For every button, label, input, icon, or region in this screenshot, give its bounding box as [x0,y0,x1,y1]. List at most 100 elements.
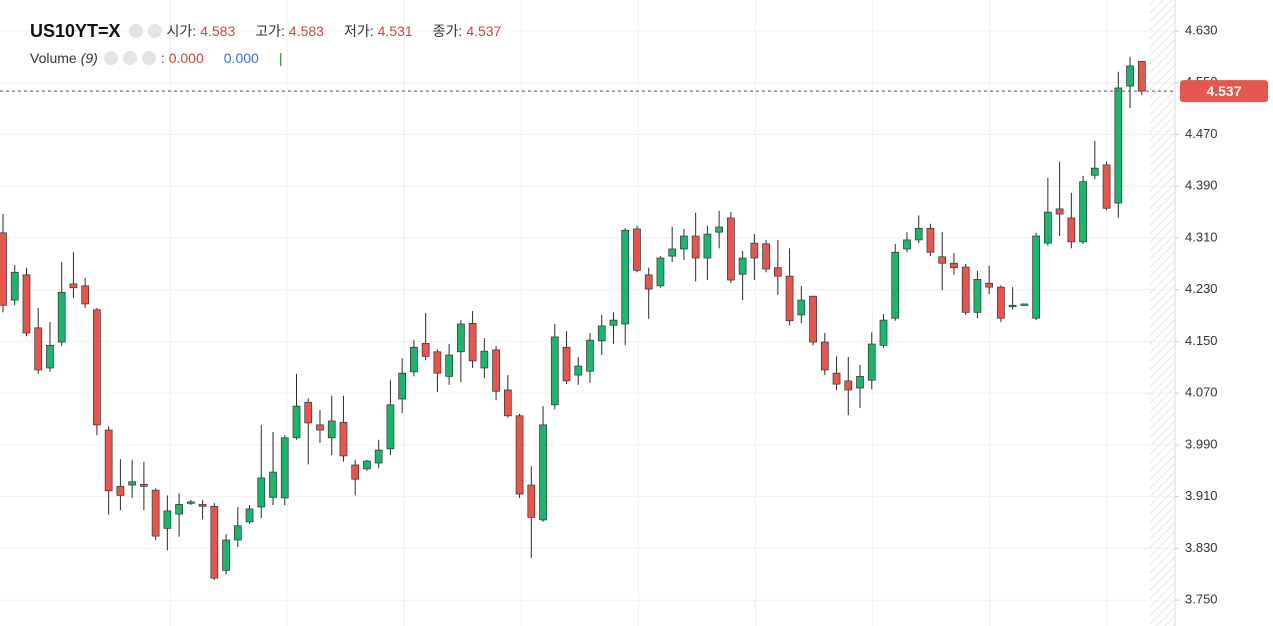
candle-body [503,389,512,417]
candle-body [457,323,465,353]
candle-body [1020,303,1029,306]
candle-body [398,372,407,400]
candle-body [198,504,207,507]
candle-body [844,380,853,391]
candle-body [128,481,136,486]
candle-body [1044,211,1052,244]
candle-body [1008,304,1017,308]
last-price-label: 4.537 [1206,83,1241,99]
candle-body [374,449,383,464]
candle-body [961,266,970,313]
candle-body [586,339,594,372]
candle-body [233,525,242,541]
icon[interactable] [103,51,118,65]
candle-body [680,235,688,250]
y-tick-label: 4.230 [1185,281,1218,296]
candle-body [656,257,665,287]
candle-body [210,506,219,579]
candle-body [574,365,583,376]
candle-body [691,235,700,259]
y-tick-label: 4.310 [1185,229,1218,244]
icon[interactable] [122,51,137,65]
volume-label: Volume [30,50,77,66]
candle-body [175,504,183,515]
candle-body [245,508,254,523]
y-tick-label: 4.390 [1185,178,1218,193]
candle-body [1032,235,1040,319]
ohlc-value: 4.583 [200,23,236,39]
candle-body [292,405,301,439]
candle-body [773,267,782,277]
ohlc-header: US10YT=X 시가: 4.583 고가: 4.583 저가: 4.531 종가: 4.53… [30,21,521,41]
volume-marker: | [278,50,283,66]
candle-body [34,327,43,371]
icon[interactable] [128,24,143,38]
candle-body [891,251,900,319]
candle-body [151,489,160,537]
volume-separator: : [160,50,165,66]
candle-body [820,341,829,371]
candle-body [1126,65,1134,87]
candle-body [316,424,324,431]
y-tick-label: 3.750 [1185,592,1218,607]
candle-body [1114,87,1123,204]
candle-body [926,227,935,253]
candle-body [351,464,360,480]
volume-value: 0.000 [168,50,204,66]
y-tick-label: 3.830 [1185,540,1218,555]
candle-body [727,217,735,281]
candle-body [703,233,712,259]
candle-body [163,510,172,529]
candle-body [985,282,994,288]
candle-body [81,285,90,305]
candle-body [515,415,524,495]
candle-body [785,275,794,322]
icon[interactable] [147,24,162,38]
candle-body [46,344,54,369]
candle-body [386,404,395,450]
candle-body [410,346,418,373]
vertical-grid [169,0,1108,626]
y-tick-label: 4.150 [1185,333,1218,348]
candle-body [104,429,113,492]
ohlc-label: 시가: [166,23,197,39]
candle-body [539,424,547,521]
ohlc-value: 4.537 [466,23,502,39]
candle-body [738,257,747,275]
candle-body [327,420,336,439]
ohlc-label: 종가: [432,23,463,39]
candle-body [304,401,313,424]
ohlc-value: 4.531 [377,23,413,39]
y-tick-label: 4.070 [1185,385,1218,400]
ohlc-value: 4.583 [288,23,324,39]
candle-body [339,421,348,457]
candle-body [222,539,230,571]
y-tick-label: 3.910 [1185,488,1218,503]
candle-body [1137,61,1146,92]
symbol-title: US10YT=X [30,20,121,41]
candle-body [93,309,101,426]
candle-body [856,376,864,389]
candle-body [445,354,453,377]
candle-body [1090,167,1099,176]
ohlc-label: 저가: [343,23,374,39]
candle-body [57,291,66,343]
y-tick-label: 3.990 [1185,436,1218,451]
candle-body [257,477,266,508]
candle-body [914,227,923,241]
candle-body [116,485,125,496]
candle-body [433,351,442,374]
candle-body [1102,164,1111,209]
candle-body [22,274,31,334]
candle-body [973,279,982,313]
candle-body [750,242,759,259]
candle-body [468,322,477,362]
icon[interactable] [141,51,156,65]
volume-value: 0.000 [223,50,259,66]
candle-body [10,271,19,301]
candle-body [1055,208,1064,215]
candle-body [421,343,430,357]
candle-body [550,336,559,406]
